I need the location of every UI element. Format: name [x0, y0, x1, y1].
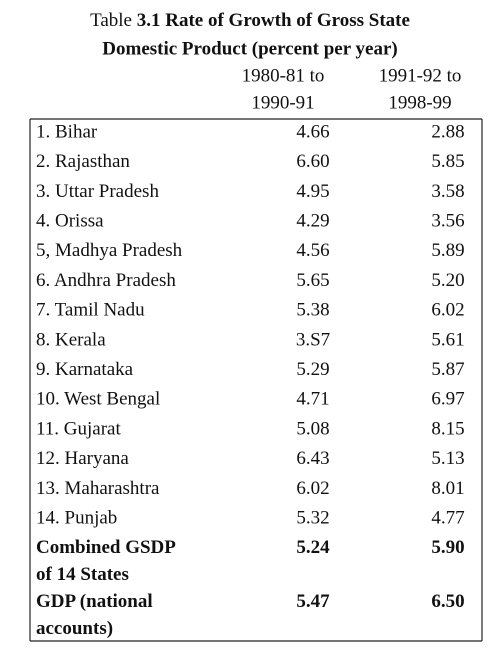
- growth-value: 8.15: [431, 418, 464, 439]
- total-label: Combined GSDP: [36, 537, 176, 558]
- state-name: 11. Gujarat: [36, 418, 121, 439]
- state-name: 14. Punjab: [36, 507, 117, 528]
- state-name: 2. Rajasthan: [36, 151, 130, 172]
- growth-value: 5.61: [431, 329, 464, 350]
- growth-value: 6.43: [296, 448, 329, 469]
- state-name: 4. Orissa: [36, 210, 104, 231]
- state-name: 7. Tamil Nadu: [36, 300, 145, 321]
- column-header: 1980-81 to: [242, 65, 325, 86]
- growth-value: 4.95: [296, 181, 329, 202]
- growth-value: 4.77: [431, 507, 464, 528]
- total-label: accounts): [36, 618, 113, 639]
- title-line: Domestic Product (percent per year): [102, 38, 397, 59]
- column-header: 1991-92 to: [379, 65, 462, 86]
- growth-value: 5.32: [296, 507, 329, 528]
- growth-value: 5.29: [296, 359, 329, 380]
- growth-value: 6.02: [431, 300, 464, 321]
- growth-value: 5.89: [431, 240, 464, 261]
- growth-value: 5.85: [431, 151, 464, 172]
- growth-value: 8.01: [431, 478, 464, 499]
- table-title: Table 3.1 Rate of Growth of Gross State: [90, 10, 410, 31]
- table-number: 3.1: [137, 10, 161, 31]
- growth-value: 5.20: [431, 270, 464, 291]
- state-name: 5, Madhya Pradesh: [36, 240, 183, 261]
- total-value: 5.90: [431, 537, 464, 558]
- total-label: GDP (national: [36, 591, 153, 612]
- total-label: of 14 States: [36, 564, 129, 585]
- state-name: 3. Uttar Pradesh: [36, 181, 159, 202]
- total-value: 5.24: [296, 537, 330, 558]
- total-value: 5.47: [296, 591, 330, 612]
- state-name: 8. Kerala: [36, 329, 106, 350]
- column-header: 1990-91: [251, 92, 314, 113]
- growth-value: 6.97: [431, 389, 464, 410]
- growth-value: 6.02: [296, 478, 329, 499]
- state-name: 1. Bihar: [36, 121, 98, 142]
- state-name: 10. West Bengal: [36, 389, 160, 410]
- growth-value: 5.13: [431, 448, 464, 469]
- growth-value: 6.60: [296, 151, 329, 172]
- total-value: 6.50: [431, 591, 464, 612]
- state-name: 13. Maharashtra: [36, 478, 160, 499]
- growth-value: 2.88: [431, 121, 464, 142]
- growth-value: 5.08: [296, 418, 329, 439]
- growth-value: 4.29: [296, 210, 329, 231]
- title-line: Rate of Growth of Gross State: [165, 10, 410, 31]
- growth-value: 5.65: [296, 270, 329, 291]
- state-name: 12. Haryana: [36, 448, 129, 469]
- state-name: 9. Karnataka: [36, 359, 134, 380]
- growth-value: 5.38: [296, 300, 329, 321]
- state-name: 6. Andhra Pradesh: [36, 270, 176, 291]
- growth-value: 3.56: [431, 210, 464, 231]
- table-prefix: Table: [90, 10, 132, 31]
- growth-value: 3.S7: [296, 329, 330, 350]
- growth-value: 4.66: [296, 121, 329, 142]
- growth-value: 4.71: [296, 389, 329, 410]
- growth-value: 5.87: [431, 359, 464, 380]
- column-header: 1998-99: [388, 92, 451, 113]
- growth-value: 3.58: [431, 181, 464, 202]
- growth-value: 4.56: [296, 240, 329, 261]
